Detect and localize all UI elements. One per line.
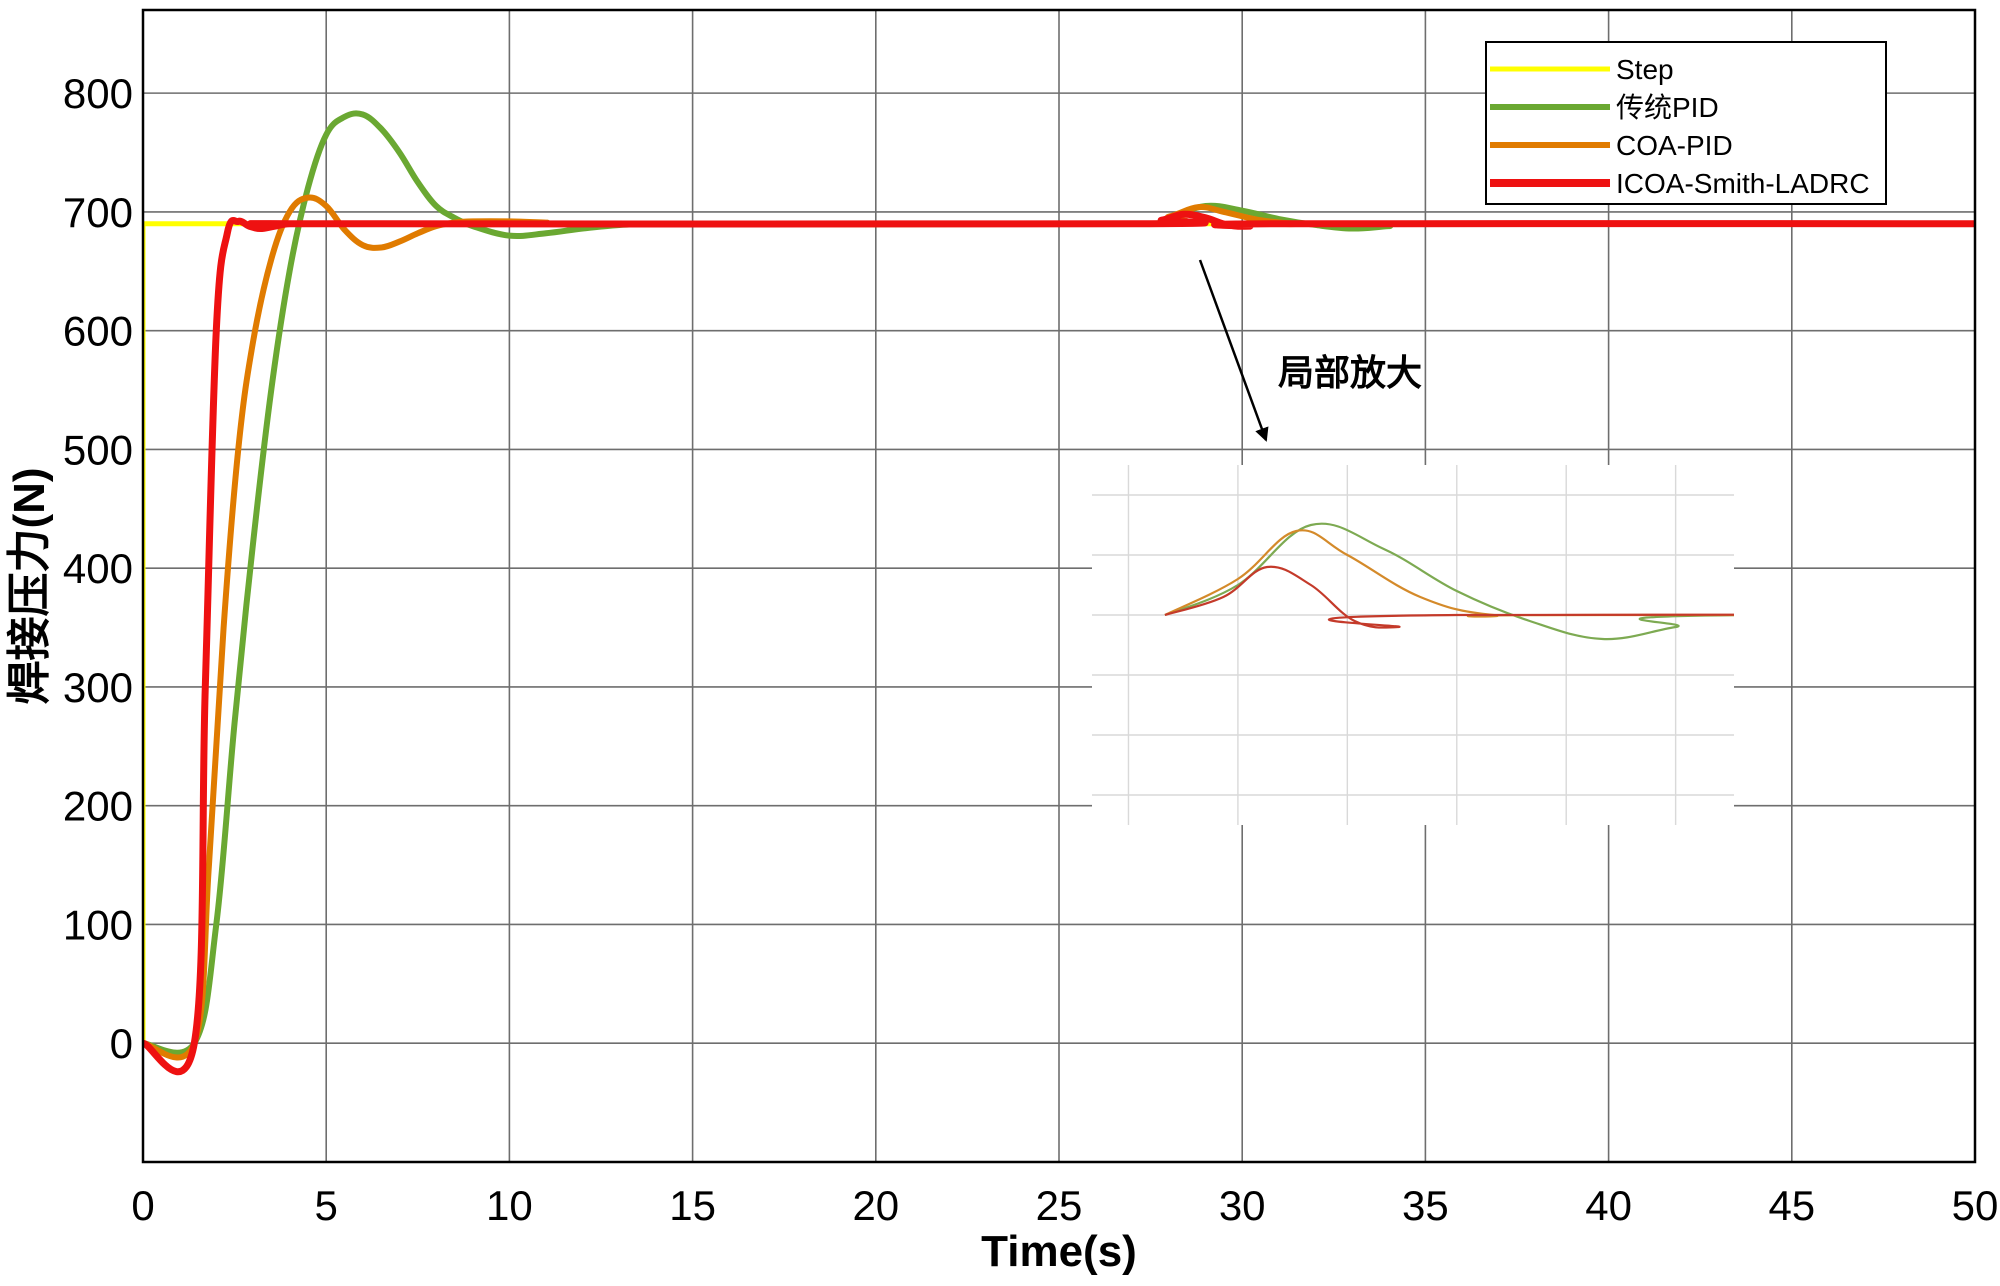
inset-background — [1092, 465, 1734, 825]
x-tick-label: 5 — [315, 1182, 338, 1229]
y-tick-label: 200 — [63, 783, 133, 830]
x-tick-label: 50 — [1952, 1182, 1999, 1229]
x-tick-label: 30 — [1219, 1182, 1266, 1229]
x-tick-label: 40 — [1585, 1182, 1632, 1229]
inset-lines — [1164, 522, 1734, 641]
y-axis-label: 焊接压力(N) — [5, 467, 54, 704]
inset-series-line-1 — [1164, 522, 1734, 641]
zoom-inset — [1092, 465, 1734, 825]
x-axis-label: Time(s) — [981, 1227, 1137, 1276]
x-tick-label: 45 — [1768, 1182, 1815, 1229]
y-tick-label: 700 — [63, 189, 133, 236]
plot-frame — [141, 8, 1977, 1164]
x-tick-label: 20 — [852, 1182, 899, 1229]
legend-label: 传统PID — [1616, 92, 1719, 123]
series-lines — [143, 110, 1975, 1076]
zoom-annotation: 局部放大 — [1278, 352, 1422, 393]
y-tick-labels: 0 100 200 300 400 500 600 700 800 — [63, 70, 133, 1067]
series-line-3 — [143, 210, 1975, 1076]
legend-label: COA-PID — [1616, 130, 1733, 161]
x-tick-label: 25 — [1036, 1182, 1083, 1229]
x-tick-labels: 0 5 10 15 20 25 30 35 40 45 50 — [131, 1182, 1998, 1229]
inset-series-line-3 — [1164, 565, 1734, 629]
y-tick-label: 500 — [63, 426, 133, 473]
x-tick-label: 35 — [1402, 1182, 1449, 1229]
y-tick-label: 100 — [63, 901, 133, 948]
y-tick-label: 400 — [63, 545, 133, 592]
y-tick-label: 800 — [63, 70, 133, 117]
legend-label: ICOA-Smith-LADRC — [1616, 168, 1870, 199]
zoom-arrow — [1198, 259, 1269, 442]
x-tick-label: 15 — [669, 1182, 716, 1229]
legend-label: Step — [1616, 54, 1674, 85]
y-tick-label: 0 — [110, 1020, 133, 1067]
x-tick-label: 0 — [131, 1182, 154, 1229]
y-tick-label: 300 — [63, 664, 133, 711]
legend: Step 传统PID COA-PID ICOA-Smith-LADRC — [1485, 41, 1887, 205]
y-tick-label: 600 — [63, 308, 133, 355]
x-tick-label: 10 — [486, 1182, 533, 1229]
